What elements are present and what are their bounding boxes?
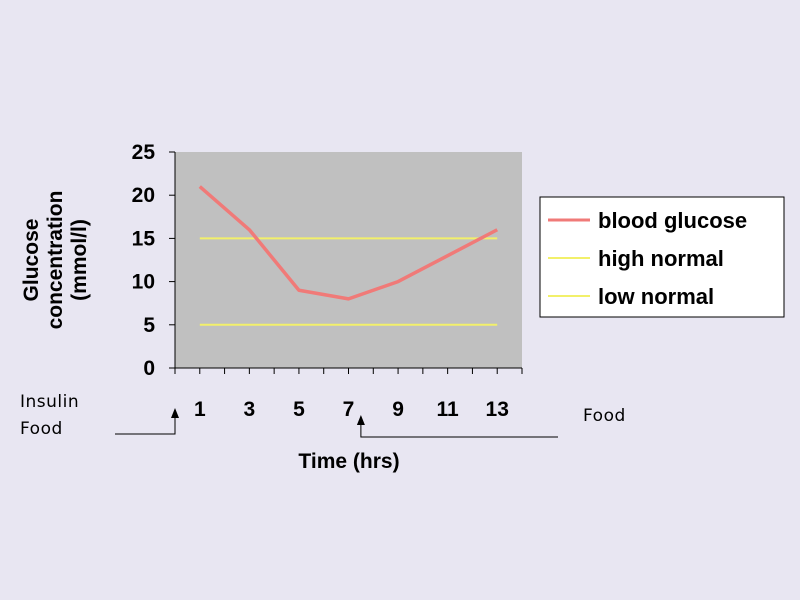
y-tick-label: 25 — [132, 141, 156, 164]
y-tick-label: 15 — [132, 227, 156, 250]
y-tick-label: 0 — [143, 357, 155, 380]
y-axis-title: Glucose concentration (mmol/l) — [20, 191, 91, 330]
food-annotation-right: Food — [583, 406, 626, 426]
x-tick-label: 7 — [343, 398, 355, 421]
food-annotation-left: Food — [20, 419, 63, 439]
plot-area — [175, 152, 522, 368]
insulin-food-arrow — [115, 416, 176, 435]
x-tick-label: 13 — [486, 398, 509, 421]
legend-label: blood glucose — [598, 208, 747, 233]
y-tick-label: 10 — [132, 271, 155, 294]
x-tick-label: 11 — [437, 398, 460, 421]
y-tick-label: 20 — [132, 184, 155, 207]
blood-glucose-line — [198, 185, 499, 301]
y-tick-label: 5 — [143, 314, 155, 337]
x-tick-label: 9 — [392, 398, 404, 421]
x-tick-label: 1 — [194, 398, 206, 421]
arrow-head-icon — [356, 415, 365, 425]
y-axis-title-line: Glucose — [20, 219, 43, 302]
y-axis-title-line: (mmol/l) — [68, 219, 91, 301]
insulin-annotation: Insulin — [20, 392, 79, 412]
x-axis-title: Time (hrs) — [298, 450, 399, 473]
arrow-head-icon — [171, 408, 179, 418]
food-arrow — [360, 423, 558, 438]
legend: blood glucose high normal low normal — [539, 196, 785, 318]
legend-label: high normal — [598, 246, 724, 271]
x-tick-label: 3 — [244, 398, 256, 421]
x-tick-label: 5 — [293, 398, 305, 421]
legend-label: low normal — [598, 284, 714, 309]
y-axis-title-line: concentration — [44, 191, 67, 330]
